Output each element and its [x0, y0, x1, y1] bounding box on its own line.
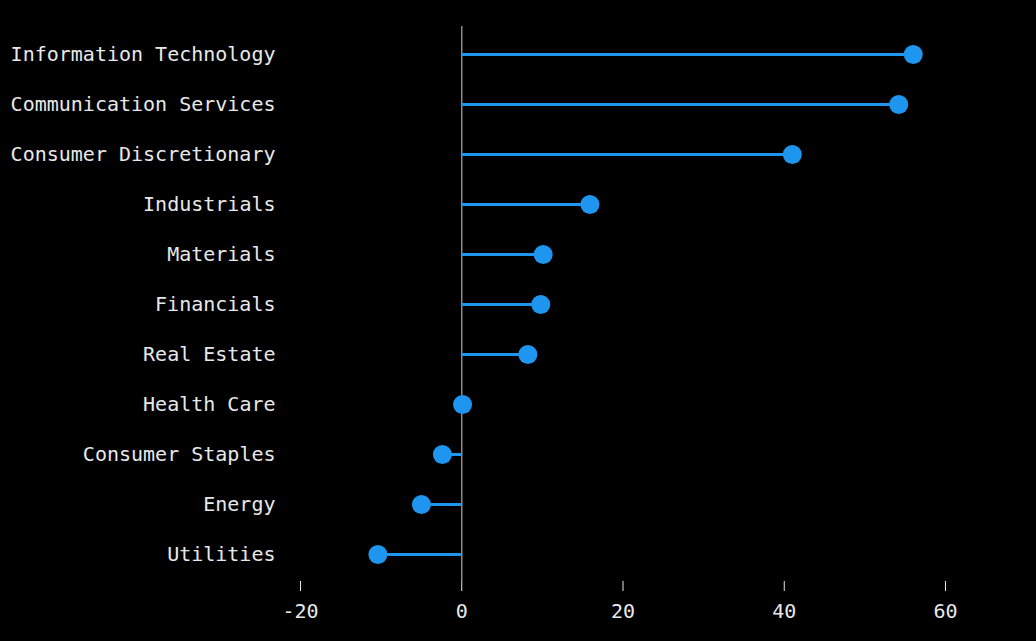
svg-text:Materials: Materials — [167, 242, 275, 266]
svg-text:0: 0 — [456, 599, 468, 623]
svg-text:-20: -20 — [282, 599, 318, 623]
svg-text:Consumer Staples: Consumer Staples — [83, 442, 276, 466]
svg-text:Information Technology: Information Technology — [11, 42, 276, 66]
svg-text:Industrials: Industrials — [143, 192, 275, 216]
svg-text:60: 60 — [933, 599, 957, 623]
svg-text:Energy: Energy — [203, 492, 275, 516]
svg-text:40: 40 — [772, 599, 796, 623]
svg-text:Consumer Discretionary: Consumer Discretionary — [11, 142, 276, 166]
svg-text:Health Care: Health Care — [143, 392, 275, 416]
svg-text:20: 20 — [611, 599, 635, 623]
svg-text:Communication Services: Communication Services — [11, 92, 276, 116]
svg-text:Real Estate: Real Estate — [143, 342, 275, 366]
svg-text:Financials: Financials — [155, 292, 275, 316]
svg-text:Utilities: Utilities — [167, 542, 275, 566]
